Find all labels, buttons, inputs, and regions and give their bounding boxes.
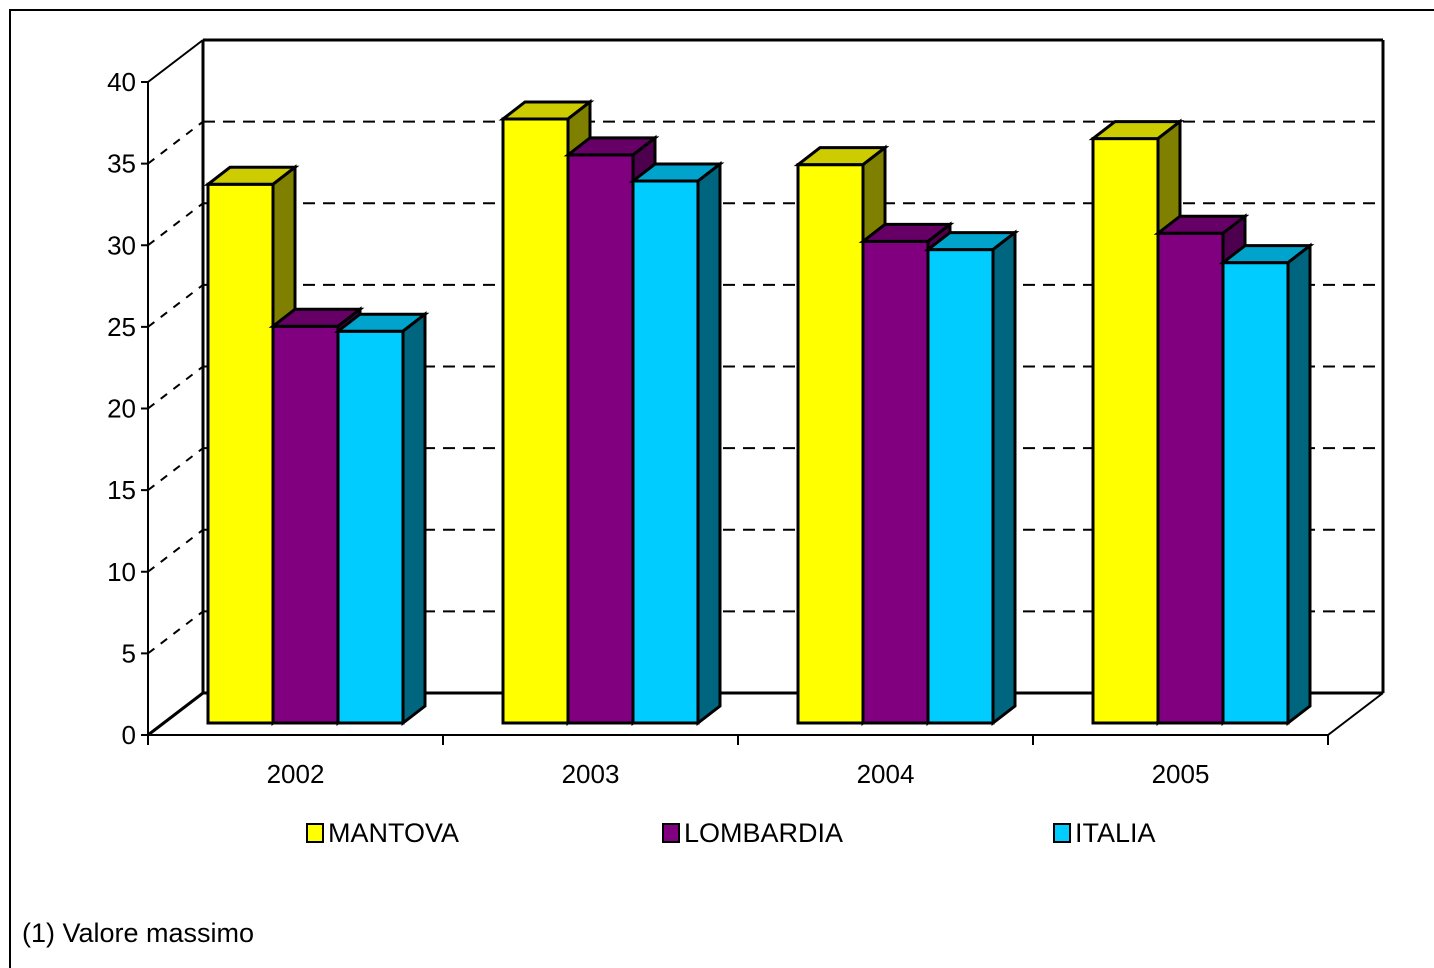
bar-italia-2002 [336,329,405,725]
legend-item-italia: ITALIA [1053,817,1156,849]
gridline-side [147,365,204,410]
bar-lombardia-2004 [861,239,930,725]
x-tick-label: 2003 [562,759,620,789]
bar-lombardia-2005 [1156,231,1225,725]
y-tick-label: 5 [122,638,136,668]
side-wall-bottom-edge [147,691,204,737]
bar-lombardia-2003 [566,153,635,725]
axes [141,81,1329,745]
gridline-side [147,447,204,491]
bar-side-italia-2003 [696,160,722,727]
bar-side-italia-2004 [991,229,1017,727]
legend-label-italia: ITALIA [1075,817,1156,848]
gridline-side [147,528,204,573]
bar-mantova-2005 [1091,137,1160,725]
gridline-side [147,610,204,655]
bars [203,98,1315,727]
bar-mantova-2002 [206,182,275,725]
y-tick-label: 0 [122,720,136,750]
y-tick-label: 15 [107,475,136,505]
x-tick-label: 2002 [267,759,325,789]
x-tick-label: 2005 [1152,759,1210,789]
y-tick-label: 10 [107,557,136,587]
bar-italia-2005 [1221,261,1290,725]
bar-side-italia-2002 [401,311,427,727]
legend-swatch-mantova [306,823,324,843]
chart-frame [9,9,1434,968]
y-tick-label: 20 [107,394,136,424]
bar-side-italia-2005 [1286,242,1312,727]
y-tick-label: 25 [107,312,136,342]
bar-lombardia-2002 [271,324,340,725]
y-tick-label: 40 [107,67,136,97]
legend-label-lombardia: LOMBARDIA [684,817,844,848]
floor-right-edge [1327,692,1384,736]
bar-italia-2003 [631,179,700,725]
footnote: (1) Valore massimo [22,918,255,948]
bar-mantova-2004 [796,163,865,725]
x-tick-label: 2004 [857,759,915,789]
gridline-side [147,120,204,165]
gridline-side [147,202,204,247]
legend-item-lombardia: LOMBARDIA [662,817,843,849]
legend-swatch-lombardia [662,823,680,843]
axis-labels: 0 5 10 15 20 25 30 35 40 2002 2003 2004 2005 [107,67,1209,789]
legend-label-mantova: MANTOVA [328,817,460,848]
y-tick-label: 30 [107,230,136,260]
bar-italia-2004 [926,248,995,725]
gridline-side [147,284,204,328]
legend-swatch-italia [1053,823,1071,843]
y-tick-label: 35 [107,149,136,179]
bar-mantova-2003 [501,117,570,725]
side-wall-top-edge [147,39,204,83]
legend-item-mantova: MANTOVA [306,817,459,849]
